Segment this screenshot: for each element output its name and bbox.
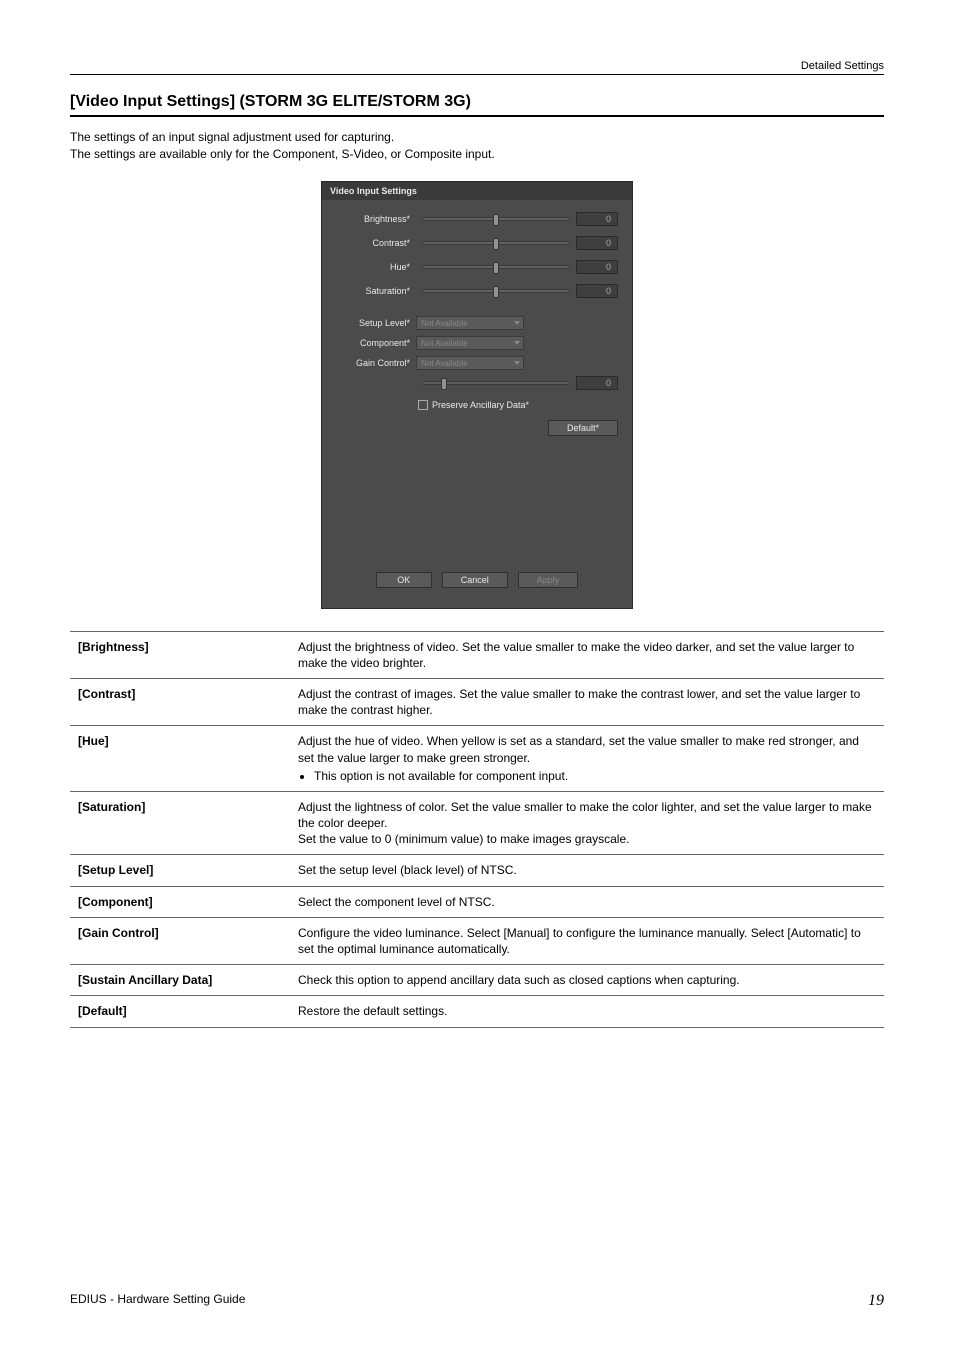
gain-control-label: Gain Control*	[336, 358, 416, 368]
gain-control-row: Gain Control* Not Available	[336, 356, 618, 370]
gain-control-dropdown[interactable]: Not Available	[416, 356, 524, 370]
contrast-cell-label: [Contrast]	[70, 678, 290, 725]
contrast-value[interactable]: 0	[576, 236, 618, 250]
hue-cell-label: [Hue]	[70, 726, 290, 792]
ok-button[interactable]: OK	[376, 572, 432, 588]
saturation-value[interactable]: 0	[576, 284, 618, 298]
gain-control-cell-desc: Configure the video luminance. Select [M…	[290, 917, 884, 964]
table-row: [Component] Select the component level o…	[70, 886, 884, 917]
video-input-settings-dialog: Video Input Settings Brightness* 0 Contr…	[321, 181, 633, 609]
component-row: Component* Not Available	[336, 336, 618, 350]
contrast-label: Contrast*	[336, 238, 416, 248]
brightness-row: Brightness* 0	[336, 212, 618, 226]
table-row: [Brightness] Adjust the brightness of vi…	[70, 631, 884, 678]
table-row: [Contrast] Adjust the contrast of images…	[70, 678, 884, 725]
preserve-ancillary-row[interactable]: Preserve Ancillary Data*	[418, 400, 618, 410]
gain-control-cell-label: [Gain Control]	[70, 917, 290, 964]
page-header-label: Detailed Settings	[70, 60, 884, 75]
section-title: [Video Input Settings] (STORM 3G ELITE/S…	[70, 93, 884, 117]
page-footer: EDIUS - Hardware Setting Guide 19	[70, 1292, 884, 1310]
contrast-cell-desc: Adjust the contrast of images. Set the v…	[290, 678, 884, 725]
setup-level-row: Setup Level* Not Available	[336, 316, 618, 330]
hue-value[interactable]: 0	[576, 260, 618, 274]
cancel-button[interactable]: Cancel	[442, 572, 508, 588]
intro-line-2: The settings are available only for the …	[70, 146, 884, 163]
brightness-slider[interactable]	[422, 217, 570, 221]
sustain-ancillary-cell-label: [Sustain Ancillary Data]	[70, 965, 290, 996]
brightness-value[interactable]: 0	[576, 212, 618, 226]
component-cell-label: [Component]	[70, 886, 290, 917]
dialog-title: Video Input Settings	[322, 182, 632, 200]
gain-slider-row: 0	[336, 376, 618, 390]
table-row: [Hue] Adjust the hue of video. When yell…	[70, 726, 884, 792]
apply-button[interactable]: Apply	[518, 572, 579, 588]
slider-thumb[interactable]	[441, 378, 447, 390]
default-button[interactable]: Default*	[548, 420, 618, 436]
preserve-ancillary-checkbox[interactable]	[418, 400, 428, 410]
table-row: [Saturation] Adjust the lightness of col…	[70, 791, 884, 855]
intro-text: The settings of an input signal adjustme…	[70, 129, 884, 163]
component-dropdown[interactable]: Not Available	[416, 336, 524, 350]
slider-thumb[interactable]	[493, 214, 499, 226]
saturation-row: Saturation* 0	[336, 284, 618, 298]
setup-level-label: Setup Level*	[336, 318, 416, 328]
sustain-ancillary-cell-desc: Check this option to append ancillary da…	[290, 965, 884, 996]
slider-thumb[interactable]	[493, 286, 499, 298]
setup-level-cell-desc: Set the setup level (black level) of NTS…	[290, 855, 884, 886]
default-cell-label: [Default]	[70, 996, 290, 1027]
table-row: [Sustain Ancillary Data] Check this opti…	[70, 965, 884, 996]
gain-slider[interactable]	[422, 381, 570, 385]
setup-level-cell-label: [Setup Level]	[70, 855, 290, 886]
component-cell-desc: Select the component level of NTSC.	[290, 886, 884, 917]
default-cell-desc: Restore the default settings.	[290, 996, 884, 1027]
footer-left: EDIUS - Hardware Setting Guide	[70, 1292, 245, 1310]
hue-label: Hue*	[336, 262, 416, 272]
settings-description-table: [Brightness] Adjust the brightness of vi…	[70, 631, 884, 1028]
saturation-cell-label: [Saturation]	[70, 791, 290, 855]
table-row: [Default] Restore the default settings.	[70, 996, 884, 1027]
setup-level-dropdown[interactable]: Not Available	[416, 316, 524, 330]
saturation-label: Saturation*	[336, 286, 416, 296]
gain-slider-value[interactable]: 0	[576, 376, 618, 390]
contrast-row: Contrast* 0	[336, 236, 618, 250]
slider-thumb[interactable]	[493, 238, 499, 250]
saturation-slider[interactable]	[422, 289, 570, 293]
component-label: Component*	[336, 338, 416, 348]
hue-cell-desc: Adjust the hue of video. When yellow is …	[290, 726, 884, 792]
intro-line-1: The settings of an input signal adjustme…	[70, 129, 884, 146]
brightness-label: Brightness*	[336, 214, 416, 224]
slider-thumb[interactable]	[493, 262, 499, 274]
brightness-cell-label: [Brightness]	[70, 631, 290, 678]
saturation-cell-desc: Adjust the lightness of color. Set the v…	[290, 791, 884, 855]
brightness-cell-desc: Adjust the brightness of video. Set the …	[290, 631, 884, 678]
table-row: [Gain Control] Configure the video lumin…	[70, 917, 884, 964]
hue-slider[interactable]	[422, 265, 570, 269]
contrast-slider[interactable]	[422, 241, 570, 245]
table-row: [Setup Level] Set the setup level (black…	[70, 855, 884, 886]
page-number: 19	[868, 1292, 884, 1310]
hue-bullet: This option is not available for compone…	[314, 768, 876, 784]
hue-row: Hue* 0	[336, 260, 618, 274]
preserve-ancillary-label: Preserve Ancillary Data*	[432, 400, 529, 410]
